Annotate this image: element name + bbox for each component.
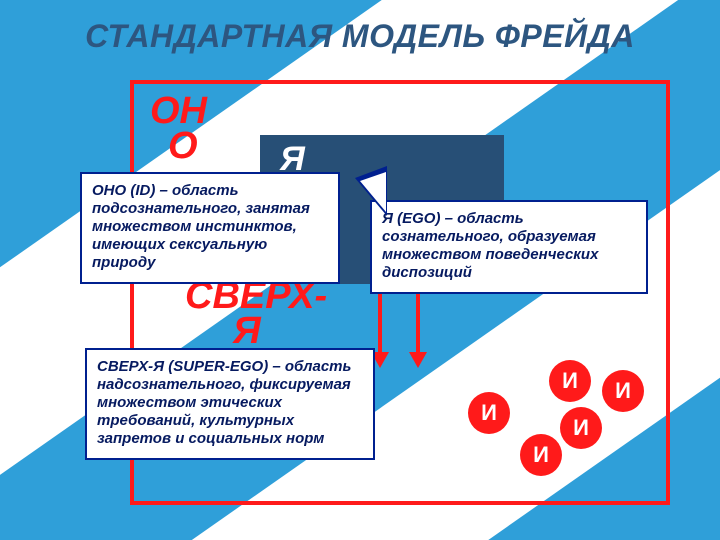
- instinct-circle: И: [549, 360, 591, 402]
- callout-ono: ОНО (ID) – область подсознательного, зан…: [80, 172, 340, 284]
- callout-superego-text: СВЕРХ-Я (SUPER-EGO) – область надсознате…: [97, 358, 351, 447]
- callout-ono-text: ОНО (ID) – область подсознательного, зан…: [92, 182, 310, 271]
- instinct-circle: И: [468, 392, 510, 434]
- callout-ego: Я (EGO) – область сознательного, образуе…: [370, 200, 648, 294]
- slide-stage: СТАНДАРТНАЯ МОДЕЛЬ ФРЕЙДА ОН О Я СВЕРХ- …: [0, 0, 720, 540]
- callout-ego-text: Я (EGO) – область сознательного, образуе…: [382, 210, 598, 281]
- label-superego: СВЕРХ- Я: [185, 275, 327, 353]
- label-ono: ОН О: [150, 90, 207, 168]
- arrow-head: [409, 352, 427, 368]
- instinct-circle: И: [602, 370, 644, 412]
- callout-superego: СВЕРХ-Я (SUPER-EGO) – область надсознате…: [85, 348, 375, 460]
- slide-title: СТАНДАРТНАЯ МОДЕЛЬ ФРЕЙДА: [0, 18, 720, 55]
- callout-ego-tail-fill: [360, 172, 386, 212]
- instinct-circle: И: [520, 434, 562, 476]
- instinct-circle: И: [560, 407, 602, 449]
